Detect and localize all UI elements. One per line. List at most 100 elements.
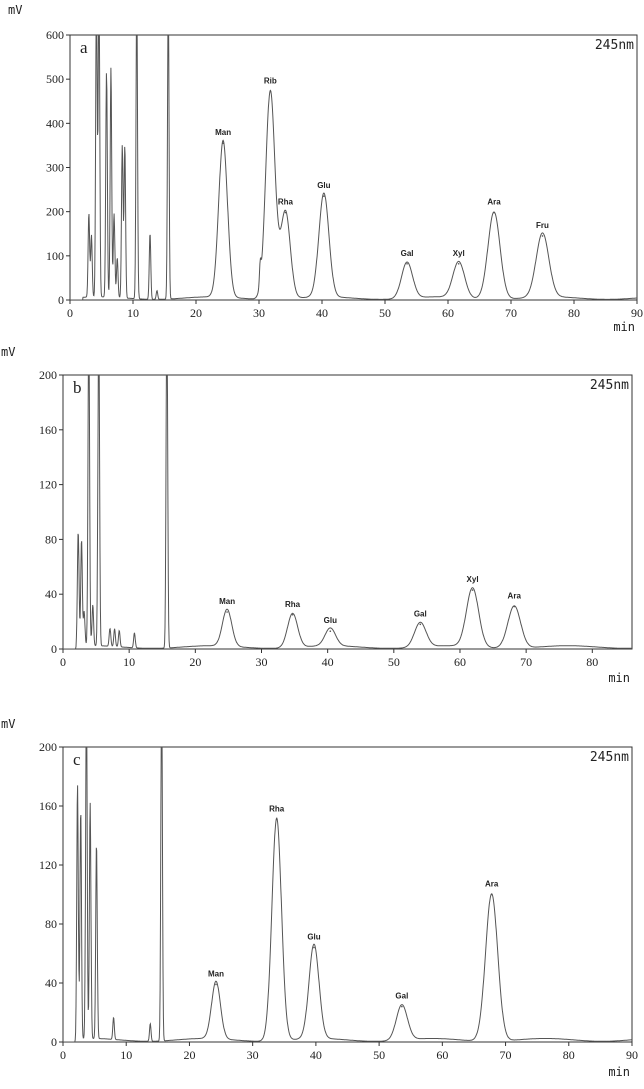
- chromatogram-trace: [70, 35, 637, 300]
- x-tick-label: 20: [189, 655, 201, 669]
- peak-apex: [269, 90, 272, 93]
- x-tick-label: 70: [505, 306, 517, 320]
- y-tick-label: 40: [45, 976, 57, 990]
- chart-panel-c: 0 40 80 120 160 200 0 10 20 30 40 50 60 70 80 90 mV min c 2…: [1, 717, 638, 1079]
- y-tick-label: 0: [58, 293, 64, 307]
- x-tick-label: 80: [586, 655, 598, 669]
- panel-letter: c: [73, 750, 81, 769]
- x-axis-label: min: [608, 1065, 630, 1079]
- peak-apex: [471, 589, 474, 591]
- y-tick-label: 200: [39, 368, 57, 382]
- peak-label: Man: [219, 597, 235, 606]
- x-tick-label: 20: [183, 1048, 195, 1062]
- x-tick-label: 30: [253, 306, 265, 320]
- chart-panel-b: 0 40 80 120 160 200 0 10 20 30 40 50 60 70 80 mV min b 245…: [1, 345, 633, 685]
- y-tick-label: 600: [46, 28, 64, 42]
- peak-label: Glu: [317, 181, 330, 190]
- y-tick-label: 200: [39, 740, 57, 754]
- peak-apex: [215, 983, 217, 986]
- peak-apex: [291, 613, 294, 616]
- peak-label: Ara: [487, 198, 501, 207]
- x-tick-label: 10: [123, 655, 135, 669]
- peak-apex: [401, 1005, 403, 1008]
- x-tick-label: 80: [563, 1048, 575, 1062]
- y-tick-label: 200: [46, 205, 64, 219]
- peak-apex: [329, 630, 332, 632]
- x-tick-label: 80: [568, 306, 580, 320]
- peak-apex: [313, 946, 315, 949]
- peak-label: Ara: [485, 880, 499, 889]
- peak-label: Gal: [414, 609, 427, 618]
- y-axis-label: mV: [8, 3, 22, 17]
- x-axis-label: min: [608, 671, 630, 685]
- x-tick-label: 0: [60, 1048, 66, 1062]
- peak-label: Gal: [401, 249, 414, 258]
- peak-apex: [275, 818, 278, 821]
- peak-apex: [323, 195, 325, 198]
- peak-apex: [406, 262, 408, 265]
- x-tick-label: 20: [190, 306, 202, 320]
- peak-apex: [226, 611, 228, 613]
- x-tick-label: 60: [454, 655, 466, 669]
- wavelength-label: 245nm: [595, 38, 634, 53]
- y-axis-label: mV: [1, 717, 15, 731]
- peak-apex: [541, 235, 544, 237]
- y-tick-label: 120: [39, 478, 57, 492]
- peak-apex: [457, 262, 460, 265]
- plot-frame: [62, 746, 633, 1043]
- peak-label: Fru: [536, 221, 549, 230]
- y-tick-label: 300: [46, 161, 64, 175]
- x-tick-label: 70: [500, 1048, 512, 1062]
- x-tick-label: 30: [255, 655, 267, 669]
- peak-apex: [284, 211, 287, 214]
- y-tick-label: 120: [39, 858, 57, 872]
- x-tick-label: 70: [520, 655, 532, 669]
- peak-label: Glu: [324, 616, 337, 625]
- peak-apex: [419, 623, 422, 626]
- wavelength-label: 245nm: [590, 750, 629, 765]
- peak-apex: [493, 211, 495, 214]
- x-tick-label: 0: [67, 306, 73, 320]
- y-tick-label: 100: [46, 249, 64, 263]
- peak-label: Rib: [264, 77, 277, 86]
- y-tick-label: 160: [39, 423, 57, 437]
- y-tick-label: 500: [46, 72, 64, 86]
- x-tick-label: 10: [127, 306, 139, 320]
- peak-label: Glu: [307, 933, 320, 942]
- x-tick-label: 0: [60, 655, 66, 669]
- chromatogram-trace: [63, 375, 632, 649]
- x-tick-label: 10: [120, 1048, 132, 1062]
- peak-label: Rha: [285, 600, 301, 609]
- peak-apex: [513, 605, 516, 608]
- x-tick-label: 50: [373, 1048, 385, 1062]
- x-tick-label: 60: [436, 1048, 448, 1062]
- y-tick-label: 160: [39, 799, 57, 813]
- y-tick-label: 400: [46, 116, 64, 130]
- peak-label: Gal: [395, 992, 408, 1001]
- peak-label: Xyl: [467, 575, 479, 584]
- wavelength-label: 245nm: [590, 378, 629, 393]
- y-tick-label: 40: [45, 587, 57, 601]
- x-tick-label: 50: [388, 655, 400, 669]
- panel-letter: a: [80, 38, 88, 57]
- y-tick-label: 0: [51, 1035, 57, 1049]
- peak-label: Rha: [269, 804, 285, 813]
- peak-label: Ara: [508, 592, 522, 601]
- x-tick-label: 40: [322, 655, 334, 669]
- x-tick-label: 30: [247, 1048, 259, 1062]
- y-tick-label: 80: [45, 532, 57, 546]
- y-axis-label: mV: [1, 345, 15, 359]
- peak-label: Xyl: [453, 249, 465, 258]
- x-tick-label: 90: [626, 1048, 638, 1062]
- peak-apex: [490, 893, 493, 896]
- x-tick-label: 90: [631, 306, 643, 320]
- plot-frame: [62, 374, 633, 650]
- chart-panel-a: 0 100 200 300 400 500 600 0 10 20 30 40 50 60 70 80 90 mV…: [8, 3, 643, 334]
- x-axis-label: min: [613, 320, 635, 334]
- peak-label: Man: [208, 969, 224, 978]
- panel-letter: b: [73, 378, 82, 397]
- peak-apex: [222, 142, 224, 145]
- x-tick-label: 50: [379, 306, 391, 320]
- x-tick-label: 40: [316, 306, 328, 320]
